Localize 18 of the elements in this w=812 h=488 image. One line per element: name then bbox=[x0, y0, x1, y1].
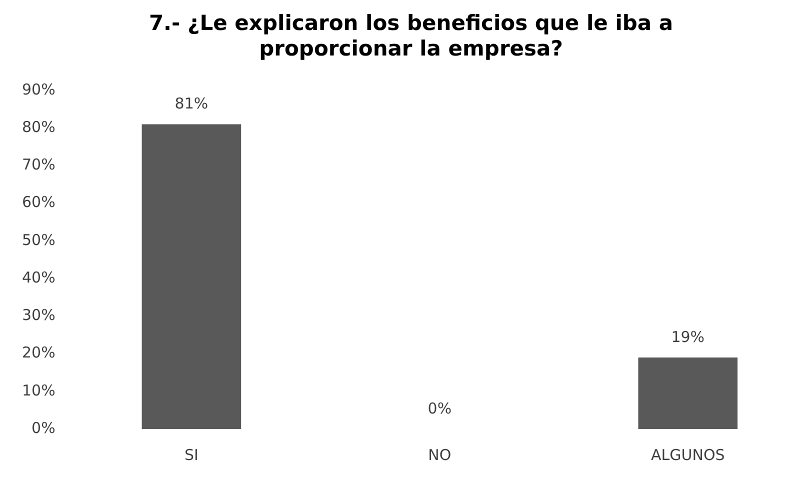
x-tick-label: NO bbox=[428, 446, 452, 464]
y-tick-label: 50% bbox=[22, 230, 56, 249]
y-tick-label: 40% bbox=[22, 268, 56, 286]
text: proporcionar la empresa? bbox=[259, 36, 563, 60]
y-tick-label: 20% bbox=[22, 344, 56, 362]
y-tick-label: 90% bbox=[22, 80, 56, 98]
y-tick-label: 10% bbox=[22, 381, 56, 400]
y-tick-label: 60% bbox=[22, 193, 56, 212]
data-label: 0% bbox=[428, 399, 452, 418]
data-label: 81% bbox=[174, 94, 208, 113]
y-tick-label: 70% bbox=[22, 156, 56, 174]
x-tick-label: SI bbox=[184, 446, 198, 464]
x-tick-label: ALGUNOS bbox=[651, 446, 725, 464]
y-tick-label: 80% bbox=[22, 118, 56, 136]
text: 7.- ¿Le explicaron los beneficios que le iba a bbox=[148, 11, 674, 36]
y-tick-label: 30% bbox=[22, 306, 56, 324]
y-tick-label: 0% bbox=[32, 418, 56, 437]
data-label: 19% bbox=[671, 328, 705, 346]
